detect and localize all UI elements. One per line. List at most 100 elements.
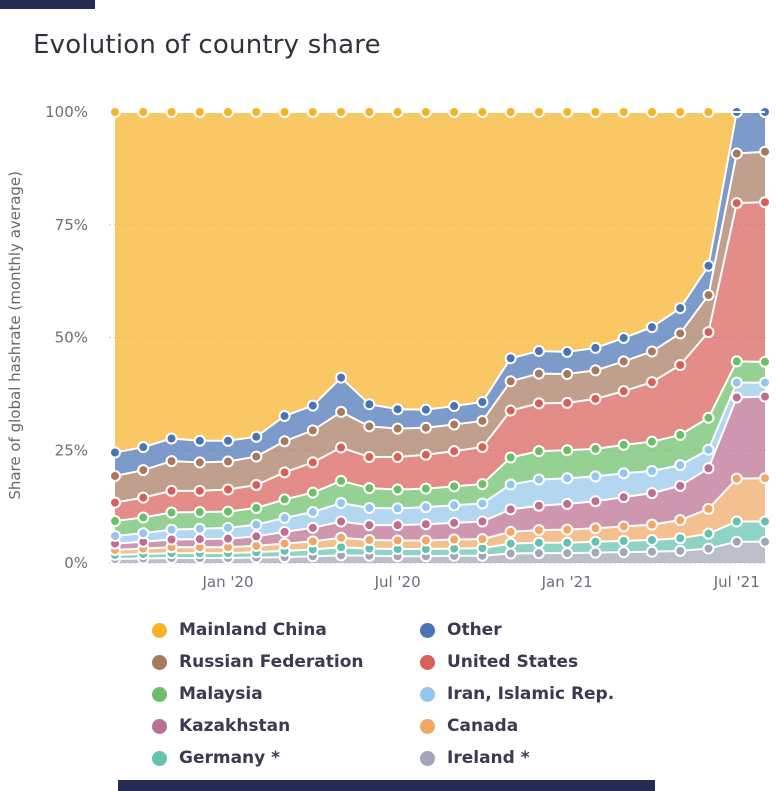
point-mainland-china[interactable] <box>702 106 715 118</box>
point-malaysia[interactable] <box>278 493 291 506</box>
point-other[interactable] <box>476 395 489 408</box>
point-malaysia[interactable] <box>448 480 461 493</box>
point-canada[interactable] <box>617 520 630 533</box>
point-mainland-china[interactable] <box>391 106 404 118</box>
point-kazakhstan[interactable] <box>306 521 319 534</box>
point-mainland-china[interactable] <box>617 106 630 118</box>
point-malaysia[interactable] <box>250 501 263 514</box>
area-band-germany[interactable] <box>115 521 765 559</box>
point-russian-federation[interactable] <box>730 147 743 160</box>
point-ireland[interactable] <box>589 546 602 559</box>
point-kazakhstan[interactable] <box>617 491 630 504</box>
point-other[interactable] <box>561 345 574 358</box>
point-ireland[interactable] <box>702 542 715 555</box>
point-malaysia[interactable] <box>391 483 404 496</box>
point-other[interactable] <box>193 434 206 447</box>
point-russian-federation[interactable] <box>278 435 291 448</box>
point-kazakhstan[interactable] <box>165 533 178 546</box>
point-mainland-china[interactable] <box>504 106 517 118</box>
point-germany[interactable] <box>589 535 602 548</box>
point-russian-federation[interactable] <box>674 327 687 340</box>
point-canada[interactable] <box>335 531 348 544</box>
point-canada[interactable] <box>561 523 574 536</box>
point-kazakhstan[interactable] <box>759 390 771 403</box>
point-united-states[interactable] <box>532 397 545 410</box>
point-united-states[interactable] <box>617 385 630 398</box>
point-canada[interactable] <box>645 518 658 531</box>
point-united-states[interactable] <box>419 448 432 461</box>
point-canada[interactable] <box>504 525 517 538</box>
legend-item-russian-federation[interactable]: Russian Federation <box>152 650 392 674</box>
point-kazakhstan[interactable] <box>561 497 574 510</box>
point-malaysia[interactable] <box>335 474 348 487</box>
point-iran-islamic-rep[interactable] <box>759 376 771 389</box>
point-united-states[interactable] <box>674 359 687 372</box>
point-other[interactable] <box>137 441 150 454</box>
point-united-states[interactable] <box>193 484 206 497</box>
point-canada[interactable] <box>589 522 602 535</box>
point-canada[interactable] <box>363 533 376 546</box>
point-other[interactable] <box>109 446 121 459</box>
area-band-canada[interactable] <box>115 478 765 555</box>
point-germany[interactable] <box>532 536 545 549</box>
point-iran-islamic-rep[interactable] <box>476 497 489 510</box>
point-other[interactable] <box>391 403 404 416</box>
point-other[interactable] <box>222 434 235 447</box>
point-germany[interactable] <box>645 533 658 546</box>
point-ireland[interactable] <box>561 547 574 560</box>
point-united-states[interactable] <box>137 491 150 504</box>
point-russian-federation[interactable] <box>335 405 348 418</box>
point-mainland-china[interactable] <box>674 106 687 118</box>
point-russian-federation[interactable] <box>532 367 545 380</box>
point-united-states[interactable] <box>645 376 658 389</box>
point-kazakhstan[interactable] <box>193 533 206 546</box>
point-russian-federation[interactable] <box>222 455 235 468</box>
point-united-states[interactable] <box>561 396 574 409</box>
point-iran-islamic-rep[interactable] <box>335 497 348 510</box>
area-band-united-states[interactable] <box>115 202 765 522</box>
point-iran-islamic-rep[interactable] <box>165 523 178 536</box>
point-other[interactable] <box>363 398 376 411</box>
point-iran-islamic-rep[interactable] <box>109 529 121 542</box>
point-united-states[interactable] <box>306 456 319 469</box>
point-kazakhstan[interactable] <box>363 519 376 532</box>
point-canada[interactable] <box>532 524 545 537</box>
point-other[interactable] <box>250 430 263 443</box>
point-malaysia[interactable] <box>759 355 771 368</box>
legend-item-malaysia[interactable]: Malaysia <box>152 682 392 706</box>
point-united-states[interactable] <box>335 441 348 454</box>
point-russian-federation[interactable] <box>759 145 771 158</box>
point-ireland[interactable] <box>532 547 545 560</box>
point-iran-islamic-rep[interactable] <box>278 511 291 524</box>
point-russian-federation[interactable] <box>561 368 574 381</box>
point-united-states[interactable] <box>476 441 489 454</box>
point-iran-islamic-rep[interactable] <box>504 478 517 491</box>
point-kazakhstan[interactable] <box>391 519 404 532</box>
point-other[interactable] <box>504 352 517 365</box>
point-kazakhstan[interactable] <box>645 487 658 500</box>
point-germany[interactable] <box>504 537 517 550</box>
point-iran-islamic-rep[interactable] <box>306 506 319 519</box>
point-russian-federation[interactable] <box>363 420 376 433</box>
point-canada[interactable] <box>306 535 319 548</box>
point-canada[interactable] <box>419 534 432 547</box>
point-other[interactable] <box>278 409 291 422</box>
point-malaysia[interactable] <box>532 445 545 458</box>
point-russian-federation[interactable] <box>448 418 461 431</box>
point-germany[interactable] <box>674 532 687 545</box>
point-united-states[interactable] <box>589 392 602 405</box>
point-russian-federation[interactable] <box>137 464 150 477</box>
point-malaysia[interactable] <box>165 506 178 519</box>
point-other[interactable] <box>589 341 602 354</box>
point-other[interactable] <box>674 302 687 315</box>
point-malaysia[interactable] <box>306 486 319 499</box>
point-iran-islamic-rep[interactable] <box>363 501 376 514</box>
point-kazakhstan[interactable] <box>278 525 291 538</box>
point-mainland-china[interactable] <box>645 106 658 118</box>
area-band-russian-federation[interactable] <box>115 151 765 503</box>
point-mainland-china[interactable] <box>250 106 263 118</box>
point-russian-federation[interactable] <box>702 289 715 302</box>
legend-item-mainland-china[interactable]: Mainland China <box>152 618 392 642</box>
point-iran-islamic-rep[interactable] <box>561 472 574 485</box>
point-canada[interactable] <box>730 472 743 485</box>
